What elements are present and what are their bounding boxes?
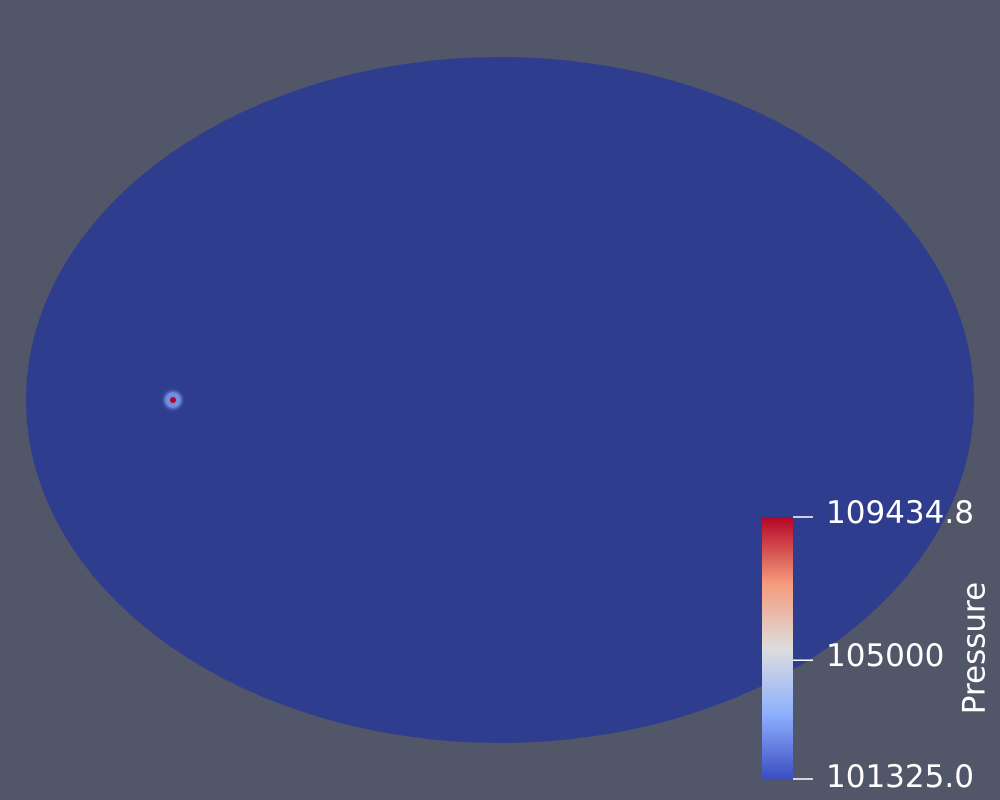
colorbar-title: Pressure <box>956 581 993 715</box>
pressure-domain-ellipse <box>26 57 974 743</box>
hotspot-core <box>170 397 176 403</box>
colorbar-mid-label: 105000 <box>826 638 945 675</box>
colorbar-max-label: 109434.8 <box>826 495 974 531</box>
pressure-hotspot <box>161 388 185 412</box>
pressure-colorbar[interactable] <box>762 516 813 780</box>
colorbar-min-label: 101325.0 <box>826 759 974 795</box>
colorbar-gradient[interactable] <box>762 517 793 780</box>
